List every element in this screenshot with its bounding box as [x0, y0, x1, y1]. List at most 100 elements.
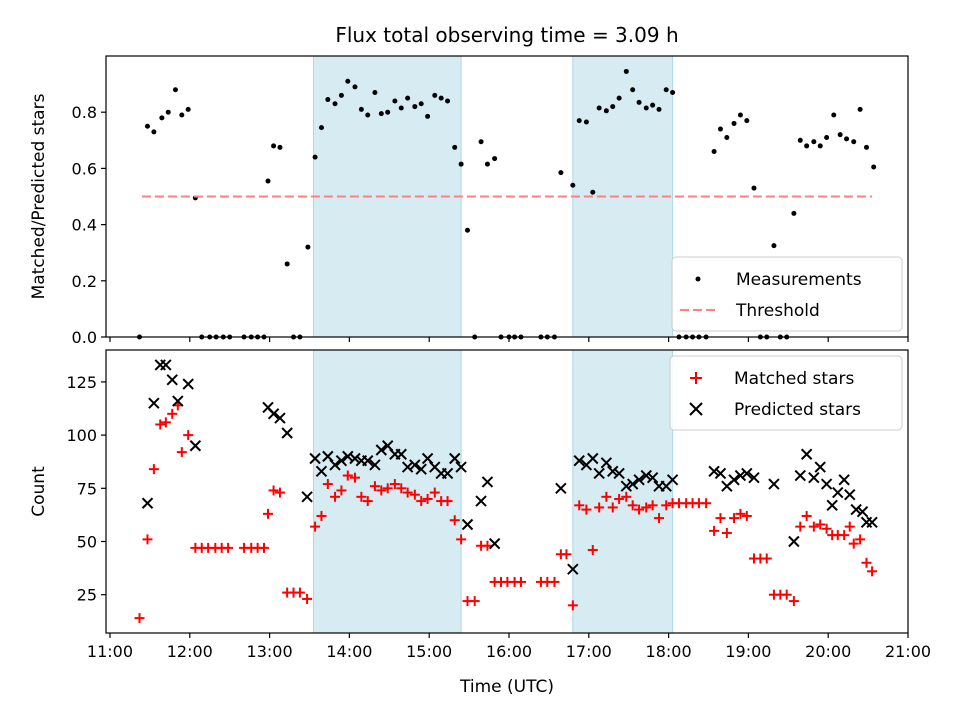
data-point-stroke	[160, 359, 172, 371]
data-point	[376, 485, 387, 496]
data-point	[795, 521, 806, 532]
data-point-stroke	[369, 459, 381, 471]
data-point-stroke	[315, 465, 328, 477]
data-point	[630, 87, 636, 93]
data-point	[831, 112, 837, 118]
data-point	[701, 498, 712, 509]
data-point	[614, 493, 625, 504]
legend-entry: Matched stars	[690, 369, 854, 389]
data-point	[603, 108, 609, 114]
data-point	[797, 137, 803, 143]
data-point	[627, 500, 638, 511]
data-point-stroke	[182, 378, 194, 390]
data-point	[422, 493, 433, 504]
data-point	[601, 491, 612, 502]
data-point	[325, 97, 331, 103]
data-point	[281, 427, 293, 439]
data-point	[395, 448, 407, 460]
data-point	[817, 143, 823, 149]
data-point	[342, 450, 354, 463]
x-axis-label: Time (UTC)	[459, 677, 554, 697]
data-point	[358, 106, 364, 112]
legend-entry: Measurements	[695, 270, 862, 290]
data-point	[570, 182, 576, 188]
data-point-stroke	[768, 478, 780, 490]
data-point	[650, 102, 656, 108]
data-point-stroke	[481, 476, 494, 488]
data-point	[610, 104, 616, 110]
data-point-stroke	[322, 450, 334, 463]
data-point-stroke	[794, 469, 806, 482]
data-point	[850, 503, 862, 516]
data-point	[844, 488, 856, 501]
data-point	[401, 461, 414, 473]
data-point	[338, 92, 344, 98]
data-point-stroke	[593, 467, 605, 480]
data-point	[607, 465, 619, 477]
data-point	[670, 90, 676, 96]
data-point	[515, 576, 526, 587]
data-point	[172, 87, 178, 93]
legend-box	[671, 256, 903, 332]
data-point-stroke	[866, 516, 878, 529]
data-point-stroke	[788, 535, 800, 548]
data-point	[372, 90, 378, 96]
data-point-stroke	[342, 450, 354, 463]
data-point	[369, 481, 380, 492]
x-tick-label: 19:00	[725, 642, 771, 661]
data-point	[844, 136, 850, 142]
data-point-stroke	[189, 440, 202, 452]
data-point	[329, 459, 341, 471]
data-point	[856, 506, 869, 518]
data-point	[748, 471, 760, 484]
data-point	[148, 397, 160, 409]
data-point	[305, 244, 311, 250]
data-point	[788, 596, 799, 607]
data-point-stroke	[461, 518, 474, 531]
data-point	[312, 154, 318, 160]
data-point	[866, 516, 878, 529]
data-point	[274, 487, 285, 498]
shaded-interval-1	[572, 349, 674, 634]
data-point	[741, 467, 753, 480]
data-point	[349, 452, 361, 465]
data-point	[418, 101, 424, 107]
data-point	[182, 378, 194, 390]
data-point	[583, 119, 589, 125]
data-point-stroke	[335, 454, 348, 467]
data-point-stroke	[620, 480, 633, 492]
y-tick-label: 0.4	[72, 216, 97, 235]
data-point	[455, 461, 467, 473]
legend-label: Threshold	[735, 301, 820, 321]
top-panel: 0.0 0.2 0.4 0.6 0.8 Matched/Predicted stars Me…	[29, 55, 909, 347]
data-point	[567, 563, 579, 575]
data-point	[594, 502, 605, 513]
data-point-stroke	[844, 488, 856, 501]
data-point	[335, 454, 348, 467]
y-tick-label: 0.8	[72, 103, 97, 122]
data-point	[134, 613, 145, 624]
data-point-stroke	[166, 374, 178, 386]
data-point	[587, 452, 599, 465]
data-point	[613, 467, 625, 480]
data-point-stroke	[633, 474, 645, 486]
data-point-stroke	[850, 503, 862, 516]
data-point	[442, 496, 453, 507]
data-point	[663, 87, 669, 93]
data-point	[731, 120, 737, 126]
data-point	[488, 537, 501, 550]
data-point	[620, 480, 633, 492]
data-point	[456, 534, 467, 545]
data-point-stroke	[832, 486, 844, 499]
y-tick-label: 100	[66, 426, 97, 445]
data-point	[144, 123, 150, 129]
data-point	[855, 534, 866, 545]
data-point	[751, 185, 757, 191]
data-point	[741, 510, 752, 521]
data-point	[709, 525, 720, 536]
data-point-stroke	[626, 478, 639, 490]
data-point-stroke	[267, 408, 280, 420]
x-tick-label: 12:00	[167, 642, 213, 661]
data-point-stroke	[274, 412, 286, 424]
data-point	[593, 467, 605, 480]
